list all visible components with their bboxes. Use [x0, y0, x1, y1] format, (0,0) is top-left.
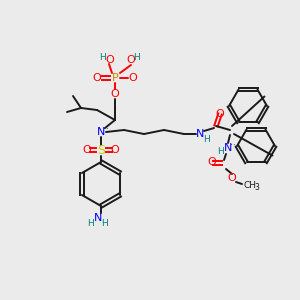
Text: O: O [93, 73, 101, 83]
Text: N: N [97, 127, 105, 137]
Text: H: H [134, 53, 140, 62]
Text: 3: 3 [255, 184, 260, 193]
Text: O: O [106, 55, 114, 65]
Text: S: S [97, 143, 105, 157]
Text: O: O [127, 55, 135, 65]
Text: O: O [82, 145, 91, 155]
Text: H: H [218, 148, 224, 157]
Text: O: O [111, 89, 119, 99]
Text: P: P [112, 73, 118, 83]
Text: N: N [196, 129, 204, 139]
Text: H: H [88, 220, 94, 229]
Text: CH: CH [244, 182, 256, 190]
Text: ··: ·· [103, 125, 109, 134]
Text: ··: ·· [230, 142, 236, 151]
Text: O: O [111, 145, 119, 155]
Text: O: O [216, 109, 224, 119]
Text: O: O [129, 73, 137, 83]
Text: H: H [100, 53, 106, 62]
Text: O: O [228, 173, 236, 183]
Text: H: H [102, 220, 108, 229]
Text: N: N [224, 143, 232, 153]
Text: O: O [208, 157, 216, 167]
Text: H: H [202, 136, 209, 145]
Text: N: N [94, 213, 102, 223]
